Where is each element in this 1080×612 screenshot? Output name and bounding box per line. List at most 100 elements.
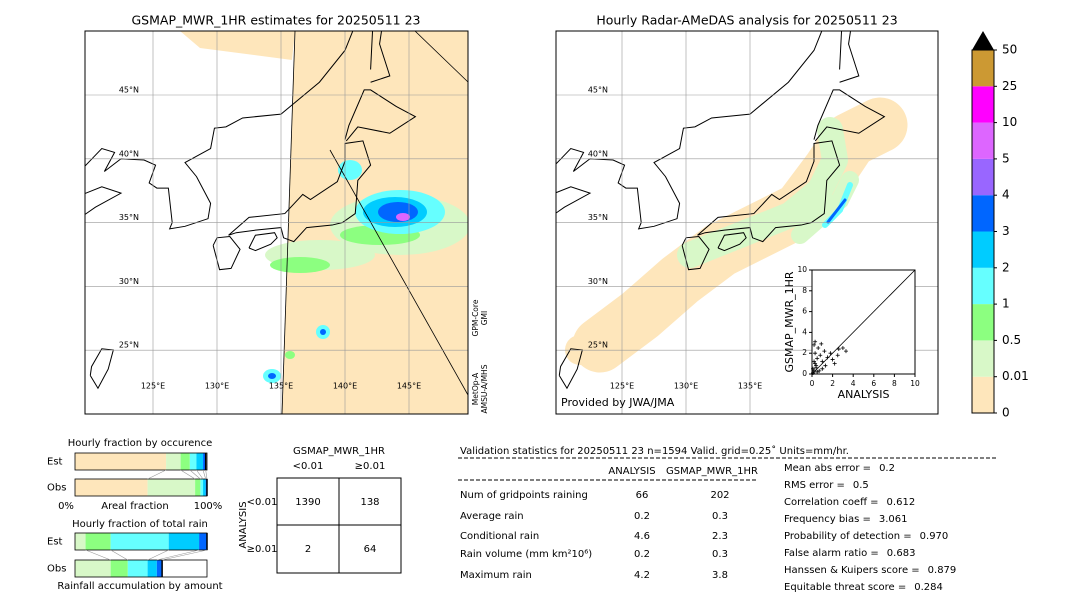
colorbar-label: 0.5 bbox=[1002, 333, 1021, 347]
lat-label: 30°N bbox=[588, 277, 608, 286]
left-map bbox=[85, 31, 468, 414]
scatter-point bbox=[817, 368, 822, 373]
x-axis-label: ANALYSIS bbox=[838, 388, 890, 401]
y-tick-label: 4 bbox=[802, 327, 807, 336]
colorbar-label: 50 bbox=[1002, 43, 1017, 57]
cell: 138 bbox=[360, 497, 379, 508]
row-label: Est bbox=[47, 537, 63, 548]
lat-label: 45°N bbox=[119, 86, 139, 95]
fraction-segment bbox=[195, 479, 201, 496]
stat-value: 66 bbox=[636, 490, 649, 501]
fraction-segment bbox=[166, 453, 181, 470]
fraction-segment bbox=[199, 533, 207, 550]
row-title: ANALYSIS bbox=[238, 501, 249, 548]
stat-label: Average rain bbox=[460, 511, 524, 522]
row-label: <0.01 bbox=[247, 497, 278, 508]
row-label: Obs bbox=[47, 483, 66, 494]
scatter-point bbox=[828, 351, 833, 356]
colorbar-segment bbox=[972, 231, 994, 268]
cell: 64 bbox=[364, 544, 377, 555]
colorbar-segment bbox=[972, 376, 994, 413]
lat-label: 40°N bbox=[119, 149, 139, 158]
left-map-title: GSMAP_MWR_1HR estimates for 20250511 23 bbox=[132, 13, 421, 28]
fraction-segment bbox=[196, 453, 204, 470]
coastline bbox=[813, 89, 886, 142]
lon-label: 130°E bbox=[205, 382, 229, 391]
validation-header: Validation statistics for 20250511 23 n=… bbox=[460, 445, 849, 457]
score-label: False alarm ratio = bbox=[784, 548, 879, 559]
lat-label: 40°N bbox=[588, 149, 608, 158]
colorbar-segment bbox=[972, 122, 994, 159]
x-tick-label: 8 bbox=[892, 379, 897, 388]
x-tick-label: 4 bbox=[851, 379, 856, 388]
score-value: 0.2 bbox=[879, 463, 895, 474]
score-label: Correlation coeff = bbox=[784, 497, 879, 508]
lon-label: 125°E bbox=[610, 382, 634, 391]
axis-label: Areal fraction bbox=[101, 501, 168, 512]
scatter-point bbox=[825, 355, 830, 360]
connector bbox=[180, 469, 196, 480]
col-label: <0.01 bbox=[293, 461, 324, 472]
score-value: 0.683 bbox=[887, 548, 916, 559]
coastline bbox=[228, 140, 372, 243]
scatter-point bbox=[840, 346, 845, 350]
connector bbox=[85, 549, 111, 561]
y-tick-label: 10 bbox=[797, 265, 807, 274]
score-value: 0.879 bbox=[928, 565, 957, 576]
col-label: ≥0.01 bbox=[355, 461, 386, 472]
cell: 2 bbox=[305, 544, 311, 555]
lat-label: 45°N bbox=[588, 86, 608, 95]
scatter-point bbox=[815, 369, 820, 374]
sensor-label: MetOp-A bbox=[471, 372, 480, 405]
scatter-point bbox=[812, 342, 817, 347]
stat-value: 0.2 bbox=[634, 511, 650, 522]
cell: 1390 bbox=[295, 497, 320, 508]
scatter-point bbox=[812, 368, 817, 373]
score-value: 3.061 bbox=[879, 514, 908, 525]
colorbar-label: 3 bbox=[1002, 224, 1010, 238]
x-tick-label: 0 bbox=[810, 379, 815, 388]
connector bbox=[147, 469, 167, 480]
fraction-segment bbox=[75, 560, 111, 577]
map-frame bbox=[84, 30, 469, 415]
y-tick-label: 2 bbox=[802, 348, 807, 357]
coastline bbox=[556, 31, 823, 230]
stat-label: Maximum rain bbox=[460, 570, 532, 581]
coastline bbox=[85, 31, 354, 230]
colorbar-extend bbox=[972, 31, 994, 50]
stat-value: 4.6 bbox=[634, 531, 650, 542]
fraction-segment bbox=[75, 479, 148, 496]
score-value: 0.5 bbox=[853, 480, 869, 491]
score-value: 0.612 bbox=[887, 497, 916, 508]
colorbar-label: 0 bbox=[1002, 406, 1010, 420]
colorbar-segment bbox=[972, 50, 994, 87]
fraction-segment bbox=[110, 533, 169, 550]
fraction-segment bbox=[156, 560, 163, 577]
stat-value: 3.8 bbox=[712, 570, 728, 581]
row-label: ≥0.01 bbox=[247, 544, 278, 555]
fraction-segment bbox=[75, 453, 167, 470]
stat-value: 2.3 bbox=[712, 531, 728, 542]
sensor-label: GPM-Core bbox=[471, 299, 480, 336]
fraction-segment bbox=[85, 533, 111, 550]
scatter-point bbox=[815, 356, 820, 361]
x-tick-label: 6 bbox=[871, 379, 876, 388]
connector bbox=[189, 469, 201, 480]
colorbar-segment bbox=[972, 267, 994, 305]
fraction-segment bbox=[189, 453, 197, 470]
lon-label: 130°E bbox=[674, 382, 698, 391]
y-axis-label: GSMAP_MWR_1HR bbox=[783, 271, 796, 372]
sensor-label: GMI bbox=[480, 311, 489, 326]
connector bbox=[147, 549, 169, 561]
lat-label: 25°N bbox=[588, 341, 608, 350]
lon-label: 125°E bbox=[141, 382, 165, 391]
scatter-point bbox=[820, 359, 825, 364]
stat-value: 202 bbox=[710, 490, 729, 501]
diagonal bbox=[811, 269, 916, 375]
scatter-point bbox=[812, 359, 817, 364]
stat-value: 0.2 bbox=[634, 549, 650, 560]
colorbar-label: 25 bbox=[1002, 79, 1017, 93]
fraction-segment bbox=[110, 560, 128, 577]
axis-label: 100% bbox=[194, 501, 223, 512]
connector bbox=[110, 549, 128, 561]
